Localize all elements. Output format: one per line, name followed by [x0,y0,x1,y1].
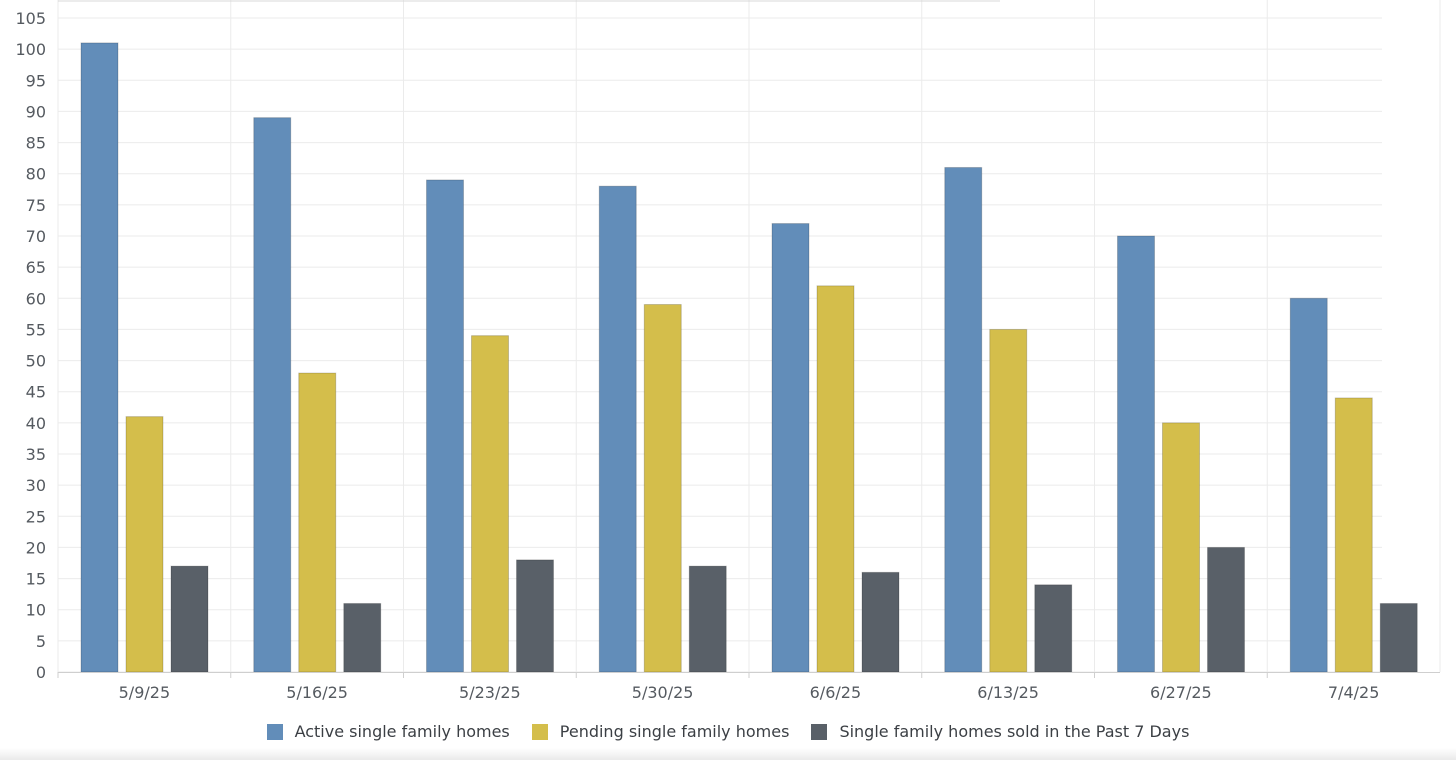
y-tick-label: 10 [26,601,46,620]
bar-2-3 [688,565,727,673]
legend-label-sold: Single family homes sold in the Past 7 D… [839,722,1190,741]
x-tick-label: 6/13/25 [977,683,1039,702]
x-tick-label: 5/30/25 [632,683,694,702]
y-tick-label: 85 [26,134,46,153]
legend-item-pending[interactable]: Pending single family homes [531,722,790,741]
bar-1-3 [643,304,682,673]
bar-1-1 [298,372,337,673]
x-tick-label: 6/6/25 [810,683,862,702]
x-tick-label: 5/16/25 [286,683,348,702]
y-tick-label: 100 [15,40,46,59]
bar-0-1 [253,117,292,673]
y-tick-label: 15 [26,570,46,589]
axes: 0 5 10 15 20 25 30 35 40 45 50 55 60 65 70 75 80 85 90 95 10… [15,9,1440,702]
y-tick-label: 50 [26,352,46,371]
bar-0-4 [771,223,810,673]
bar-0-7 [1289,297,1328,673]
y-tick-label: 45 [26,383,46,402]
y-tick-label: 70 [26,227,46,246]
y-tick-label: 95 [26,71,46,90]
bar-2-4 [861,571,900,673]
legend-swatch-pending [531,723,548,740]
y-tick-label: 35 [26,445,46,464]
bar-1-5 [989,328,1028,673]
bar-chart: 0 5 10 15 20 25 30 35 40 45 50 55 60 65 70 75 80 85 90 95 10… [15,0,1441,702]
legend-item-sold[interactable]: Single family homes sold in the Past 7 D… [811,722,1189,741]
y-tick-label: 90 [26,102,46,121]
legend-swatch-active [266,723,283,740]
bar-0-6 [1117,235,1155,673]
y-tick-label: 105 [15,9,46,28]
legend-label-active: Active single family homes [294,722,510,741]
y-tick-label: 75 [26,196,46,215]
bar-2-7 [1379,602,1418,673]
y-tick-label: 80 [26,165,46,184]
bar-1-4 [816,285,855,673]
bar-0-2 [426,179,464,673]
legend-label-pending: Pending single family homes [559,722,790,741]
y-tick-label: 55 [26,320,46,339]
bar-2-1 [343,602,382,673]
x-tick-label: 6/27/25 [1150,683,1212,702]
bottom-edge-shadow [0,748,1456,760]
legend-item-active[interactable]: Active single family homes [266,722,510,741]
y-tick-label: 65 [26,258,46,277]
bar-0-0 [80,42,119,673]
bar-1-6 [1162,422,1200,673]
y-tick-label: 25 [26,507,46,526]
y-tick-label: 60 [26,289,46,308]
bar-1-0 [125,416,164,673]
legend: Active single family homes Pending singl… [0,722,1456,741]
bar-2-2 [516,559,554,673]
y-tick-label: 0 [36,663,46,682]
bar-0-3 [598,185,637,673]
bar-0-5 [944,166,983,673]
x-tick-label: 7/4/25 [1328,683,1380,702]
bar-2-6 [1207,546,1245,673]
bar-1-7 [1334,397,1373,673]
legend-swatch-sold [811,723,828,740]
bars [80,42,1418,673]
bar-2-5 [1034,584,1073,673]
y-tick-label: 20 [26,538,46,557]
y-tick-label: 30 [26,476,46,495]
y-tick-label: 40 [26,414,46,433]
bar-1-2 [471,335,509,673]
bar-2-0 [170,565,209,673]
x-tick-label: 5/9/25 [119,683,171,702]
x-tick-label: 5/23/25 [459,683,521,702]
y-tick-label: 5 [36,632,46,651]
